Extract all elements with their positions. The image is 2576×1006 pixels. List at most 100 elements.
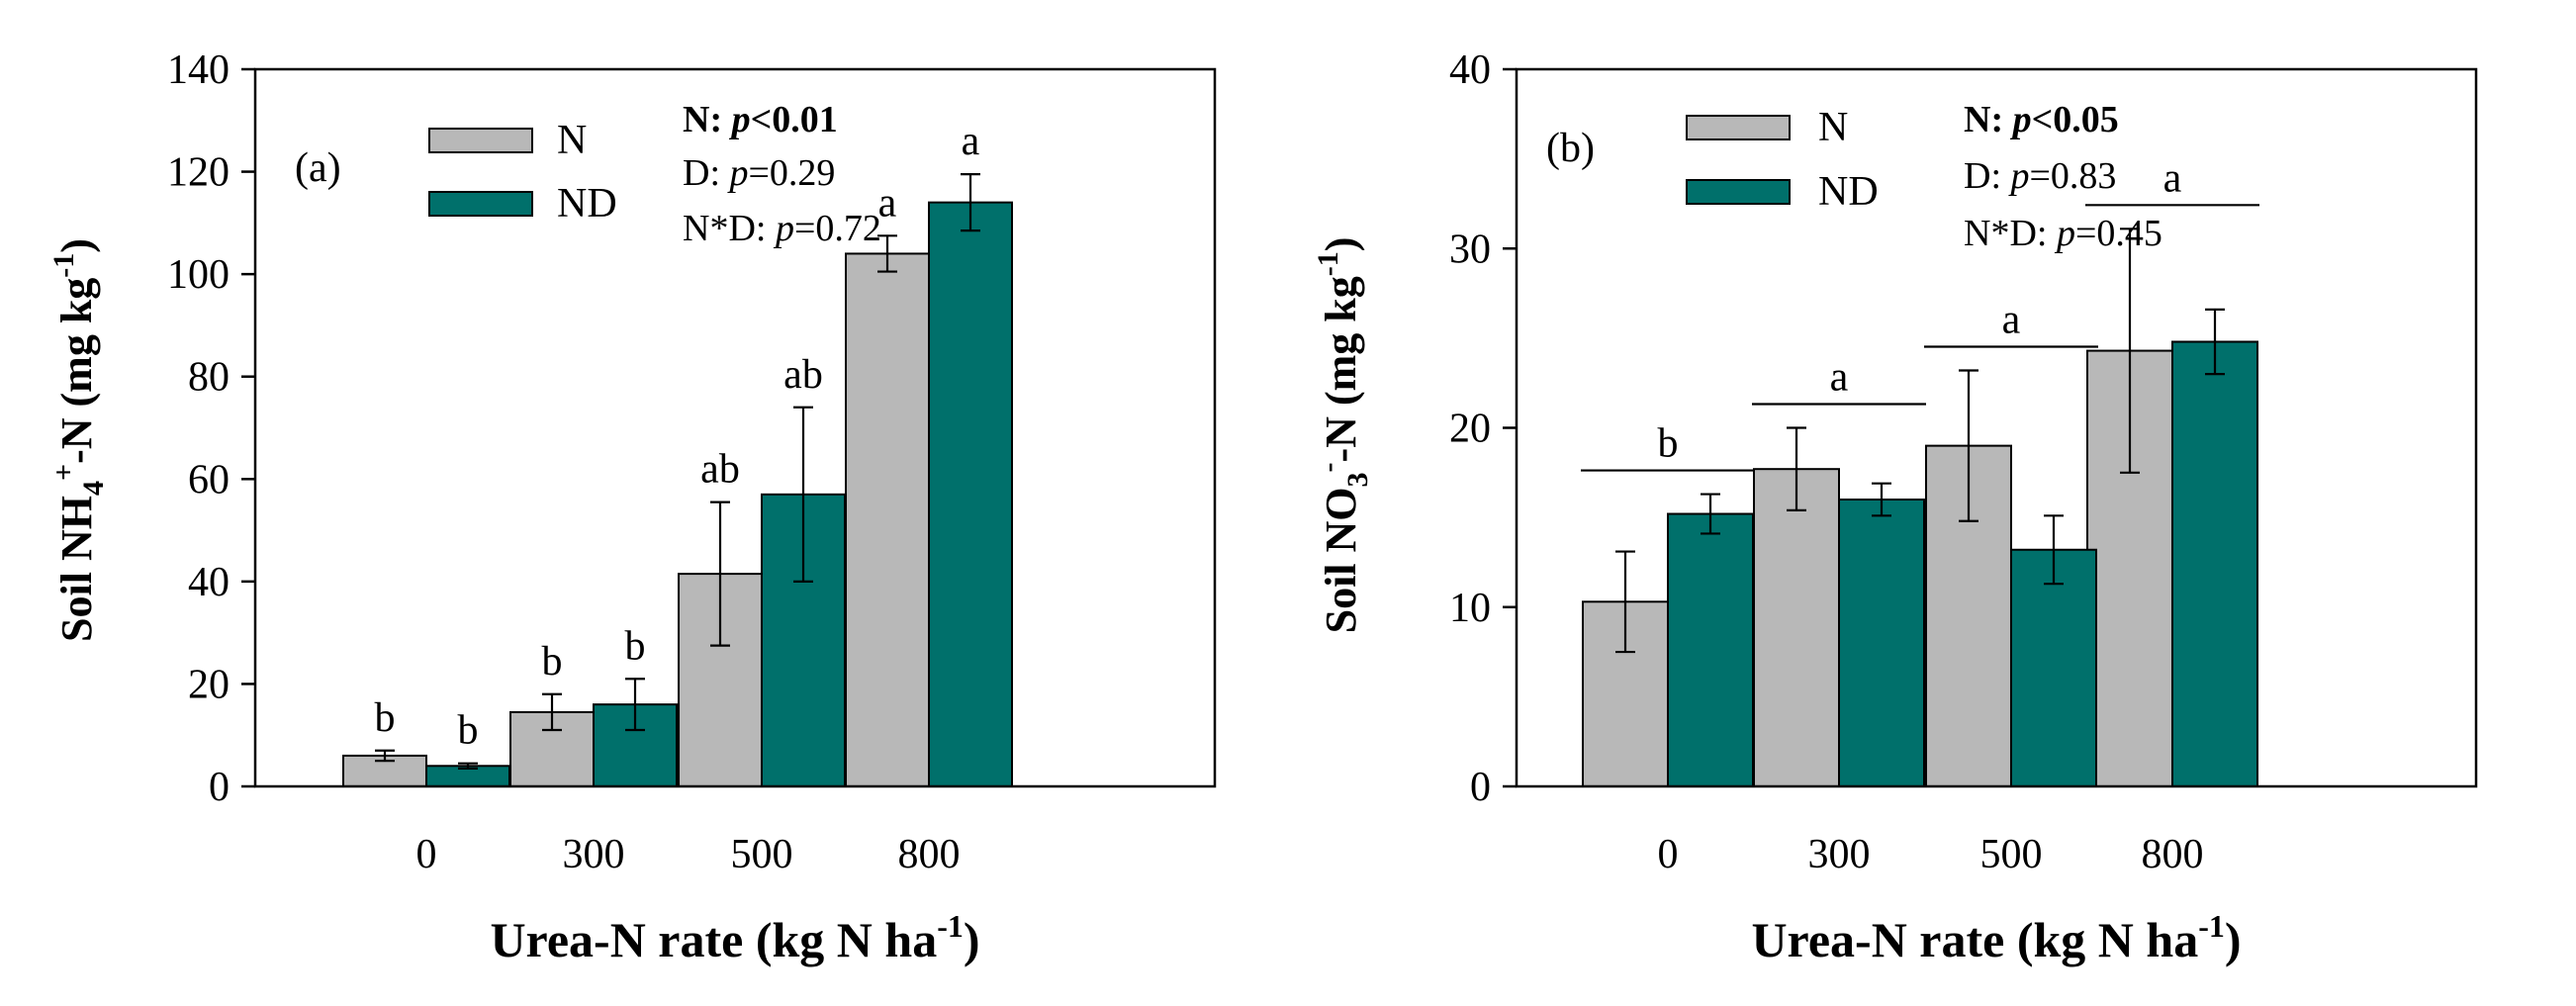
panel-b-bar-nd-500 [2010, 548, 2097, 787]
panel-b-ytitle-sub: 3 [1341, 472, 1374, 487]
panel-b-ytitle-sup2: -1 [1312, 251, 1344, 276]
panel-a-label: (a) [295, 145, 341, 191]
panel-b-group-letter: a [1830, 355, 1849, 401]
panel-b-ytitle-mid: -N (mg kg [1317, 276, 1365, 462]
panel-b-legend-swatch-n [1686, 115, 1791, 140]
panel-a-legend-label-n: N [557, 118, 587, 163]
panel-b-error-bars [1615, 228, 2225, 654]
panel-b-y-tick-label: 0 [1470, 765, 1491, 810]
panel-a-stat-d-label: D: [683, 152, 730, 194]
panel-a-y-axis-title: Soil NH4+-N (mg kg-1) [47, 238, 110, 642]
panel-b-label: (b) [1546, 126, 1595, 171]
panel-a-letter: a [878, 180, 897, 226]
panel-a-stat-d-p: p [727, 152, 749, 194]
panel-b-xtitle-end: ) [2225, 912, 2242, 967]
panel-b-x-tick-label: 300 [1808, 832, 1871, 877]
panel-b-x-axis-title: Urea-N rate (kg N ha-1) [1751, 908, 2241, 967]
panel-b-legend-label-n: N [1818, 105, 1848, 150]
panel-b-bar-nd-800 [2171, 340, 2258, 787]
panel-a-plot-frame [253, 67, 1217, 788]
panel-b-x-tick-label: 800 [2142, 832, 2204, 877]
panel-a-y-tick-label: 40 [188, 560, 230, 605]
panel-b-x-ticks: 0 300 500 800 [1658, 832, 2204, 877]
panel-a-y-tick-label: 80 [188, 355, 230, 401]
panel-a-y-ticks: 0 20 40 60 80 100 120 140 [167, 47, 255, 810]
panel-a-x-tick-label: 300 [563, 832, 625, 877]
panel-a-bars [342, 201, 1013, 788]
panel-a-stats: N: p<0.01 D: p=0.29 N*D: p=0.72 [683, 99, 881, 249]
panel-a-x-axis-title: Urea-N rate (kg N ha-1) [490, 908, 979, 967]
panel-b-stat-n-value: <0.05 [2032, 99, 2119, 140]
panel-a-bar-nd-800 [928, 201, 1013, 787]
panel-b-bar-nd-0 [1667, 512, 1754, 787]
panel-b-xtitle-main: Urea-N rate (kg N ha [1751, 912, 2198, 967]
panel-b-bar-n-300 [1753, 468, 1840, 787]
panel-b-legend-swatch-nd [1686, 179, 1791, 205]
panel-b-stat-nd-value: =0.45 [2075, 213, 2162, 254]
panel-a-ytitle-sub: 4 [77, 481, 110, 496]
panel-a-y-tick-label: 100 [167, 252, 230, 298]
panel-a-stat-nd-p: p [773, 208, 794, 249]
panel-b-ytitle-main: Soil NO [1317, 487, 1365, 633]
panel-b-group-letter: b [1658, 421, 1679, 467]
panel-a-ytitle-sup2: -1 [47, 253, 80, 278]
panel-a-x-tick-label: 800 [898, 832, 961, 877]
panel-a-ytitle-mid: -N (mg kg [52, 278, 101, 464]
panel-a-error-bars [375, 173, 980, 770]
panel-a-bar-n-800 [845, 252, 930, 787]
panel-a-stat-n-value: <0.01 [751, 99, 838, 140]
panel-a-legend-label-nd: ND [557, 181, 617, 227]
panel-a-x-tick-label: 500 [731, 832, 793, 877]
panel-a-letter: b [375, 695, 396, 741]
panel-a-y-tick-label: 20 [188, 662, 230, 707]
panel-a-x-tick-label: 0 [416, 832, 437, 877]
panel-b-stats: N: p<0.05 D: p=0.83 N*D: p=0.45 [1964, 99, 2162, 254]
panel-a-letter: ab [783, 352, 823, 398]
panel-a-xtitle-main: Urea-N rate (kg N ha [490, 912, 937, 967]
panel-b-significance-letters: b a a a [1581, 155, 2259, 472]
panel-b-stat-n: N: p<0.05 [1964, 99, 2119, 140]
panel-b-xtitle-sup: -1 [2198, 908, 2225, 944]
panel-a-stat-n-label: N: [683, 99, 732, 140]
panel-a-stat-nd-value: =0.72 [794, 208, 881, 249]
panel-a-letter: b [542, 639, 563, 685]
panel-a-y-tick-label: 60 [188, 457, 230, 503]
panel-b-group-letter: a [2163, 155, 2182, 201]
panel-a-ytitle-end: ) [52, 238, 101, 253]
panel-b-y-ticks: 0 10 20 30 40 [1449, 47, 1517, 810]
panel-a-letter: b [625, 623, 646, 669]
panel-b-ytitle-end: ) [1317, 237, 1365, 252]
panel-a-letter: ab [700, 447, 740, 493]
panel-b-y-tick-label: 20 [1449, 407, 1491, 452]
panel-b-legend: N ND [1686, 105, 1879, 215]
panel-b-stat-n-label: N: [1964, 99, 2013, 140]
panel-a-stat-nd-label: N*D: [683, 208, 776, 249]
panel-b-stat-nd-p: p [2054, 213, 2075, 254]
panel-b-stat-d: D: p=0.83 [1964, 155, 2116, 197]
panel-a-stat-n: N: p<0.01 [683, 99, 838, 140]
panel-a-xtitle-end: ) [964, 912, 980, 967]
panel-a-xtitle-sup: -1 [937, 908, 964, 944]
panel-b-group-letter: a [2002, 298, 2021, 343]
panel-a-letter: a [962, 119, 980, 164]
panel-b-y-tick-label: 40 [1449, 47, 1491, 93]
panel-b-x-tick-label: 0 [1658, 832, 1679, 877]
panel-a-y-tick-label: 140 [167, 47, 230, 93]
panel-a-legend-swatch-n [428, 128, 533, 153]
panel-b-bar-nd-300 [1838, 499, 1925, 787]
panel-b-legend-label-nd: ND [1818, 169, 1879, 215]
panel-a-stat-d: D: p=0.29 [683, 152, 835, 194]
panel-a-legend-swatch-nd [428, 191, 533, 217]
panel-b-stat-d-value: =0.83 [2030, 155, 2117, 197]
panel-a-y-tick-label: 120 [167, 150, 230, 196]
panel-a-letter: b [458, 708, 479, 754]
panel-b-y-axis-title: Soil NO3--N (mg kg-1) [1312, 237, 1374, 634]
panel-b-stat-n-p: p [2010, 99, 2032, 140]
panel-b-ytitle-sup: - [1312, 462, 1344, 472]
panel-a-stat-nd: N*D: p=0.72 [683, 208, 881, 249]
panel-a-x-ticks: 0 300 500 800 [416, 832, 961, 877]
panel-b-stat-nd-label: N*D: [1964, 213, 2057, 254]
